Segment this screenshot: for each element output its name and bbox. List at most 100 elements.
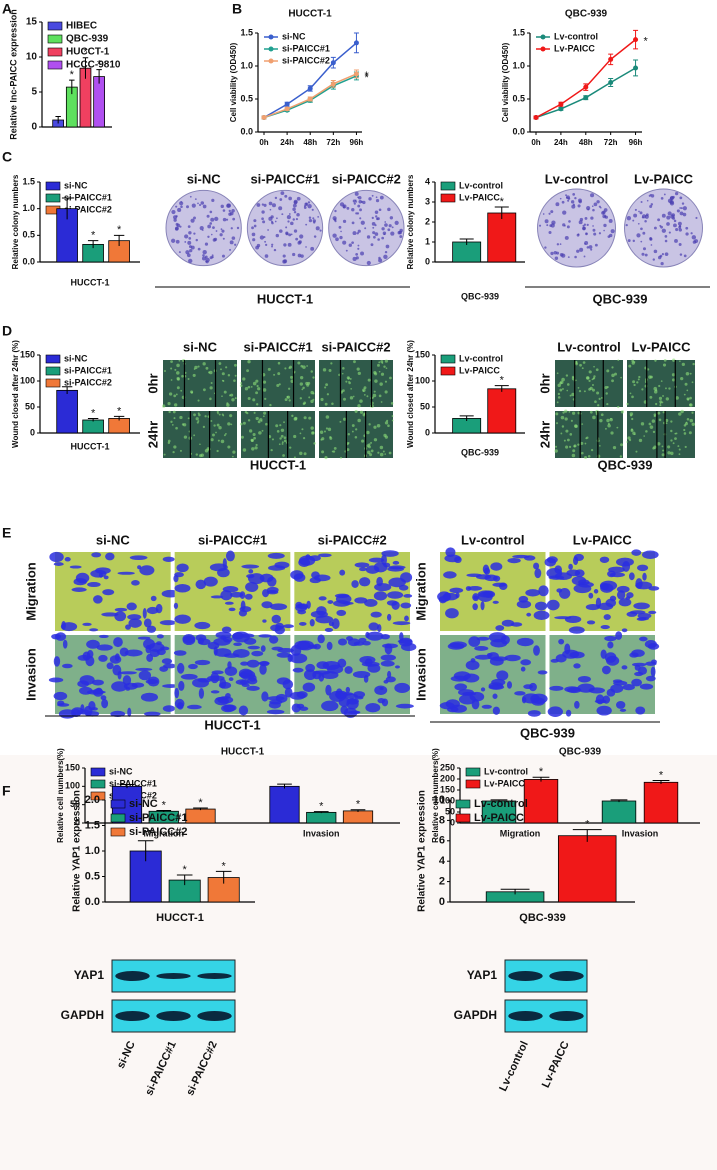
significance-mark: *: [364, 72, 369, 84]
y-tick-label: 150: [20, 349, 35, 359]
colony: [292, 252, 296, 257]
cell: [387, 424, 390, 427]
colony: [207, 224, 212, 229]
cell: [224, 666, 238, 677]
blot-band: [115, 1011, 150, 1021]
cell: [251, 447, 255, 451]
colony: [351, 208, 355, 212]
colony: [657, 218, 661, 222]
image-transwell: [437, 547, 660, 717]
cell: [258, 634, 272, 638]
legend-swatch: [110, 813, 126, 823]
cell: [212, 433, 215, 437]
cell: [288, 399, 291, 402]
cell: [579, 363, 582, 367]
cell: [467, 586, 483, 591]
cell: [233, 379, 236, 382]
cell: [583, 390, 586, 393]
colony: [566, 195, 570, 200]
cell: [388, 451, 392, 455]
cell: [605, 427, 607, 430]
cell: [247, 573, 265, 585]
cell: [257, 387, 261, 391]
cell: [488, 684, 505, 690]
cell: [683, 424, 687, 427]
colony: [389, 216, 394, 220]
colony: [572, 203, 575, 206]
cell: [354, 696, 364, 700]
colony: [388, 224, 392, 228]
cell: [250, 386, 253, 388]
cell: [202, 425, 206, 429]
cell: [271, 646, 284, 651]
cell: [242, 448, 247, 452]
row-label: Migration: [413, 562, 428, 621]
cell: [51, 633, 62, 640]
cell: [101, 698, 109, 709]
y-tick-label: 1.0: [240, 60, 253, 70]
cell: [574, 362, 579, 366]
blot-band: [508, 971, 543, 981]
cell: [568, 445, 572, 448]
cell: [480, 687, 486, 692]
cell: [560, 415, 565, 420]
cell: [303, 401, 307, 405]
cell: [344, 666, 353, 674]
cell: [383, 562, 391, 568]
y-tick-label: 0: [450, 817, 455, 827]
cell: [561, 425, 565, 428]
cell: [368, 445, 371, 449]
colony: [276, 217, 278, 220]
cell: [689, 418, 694, 423]
y-tick-label: 100: [20, 375, 35, 385]
cell: [633, 383, 636, 387]
cell: [62, 663, 73, 669]
cell: [379, 445, 384, 450]
cell: [289, 691, 306, 700]
cell: [359, 577, 371, 587]
cell: [137, 636, 151, 640]
cell: [271, 438, 275, 441]
cell: [218, 413, 221, 416]
point: [307, 96, 313, 102]
cell: [596, 705, 612, 716]
cell: [363, 386, 367, 390]
legend-label: si-PAICC#1: [109, 778, 157, 788]
colony: [678, 243, 682, 247]
y-tick-label: 4: [425, 176, 430, 186]
cell: [342, 601, 354, 605]
colony: [554, 256, 559, 260]
colony: [282, 254, 286, 258]
cell: [643, 435, 646, 437]
cell: [349, 396, 354, 400]
caption: HUCCT-1: [250, 457, 306, 472]
cell: [131, 682, 145, 688]
cell: [678, 453, 681, 456]
cell: [626, 441, 628, 443]
colony: [355, 256, 359, 260]
cell: [341, 372, 344, 375]
colony: [375, 199, 380, 203]
cell: [257, 420, 261, 424]
colony: [178, 251, 181, 254]
cell: [367, 450, 371, 455]
cell: [516, 637, 534, 647]
colony: [229, 211, 234, 216]
y-axis-label: Wound closed after 24hr (%): [11, 340, 20, 448]
cell: [176, 377, 180, 381]
colony: [187, 240, 192, 245]
legend-swatch: [268, 58, 274, 64]
cell: [60, 622, 78, 632]
colony: [644, 220, 647, 223]
caption: HUCCT-1: [257, 291, 313, 306]
legend-label: HCCC-9810: [66, 60, 121, 71]
cell: [588, 592, 594, 599]
cell: [581, 423, 584, 425]
cell: [142, 608, 147, 619]
colony: [317, 216, 320, 218]
error-bar: [350, 809, 366, 812]
bar: [306, 811, 337, 824]
colony: [567, 199, 570, 202]
cell: [146, 606, 159, 615]
legend-label: Lv-control: [554, 31, 598, 41]
